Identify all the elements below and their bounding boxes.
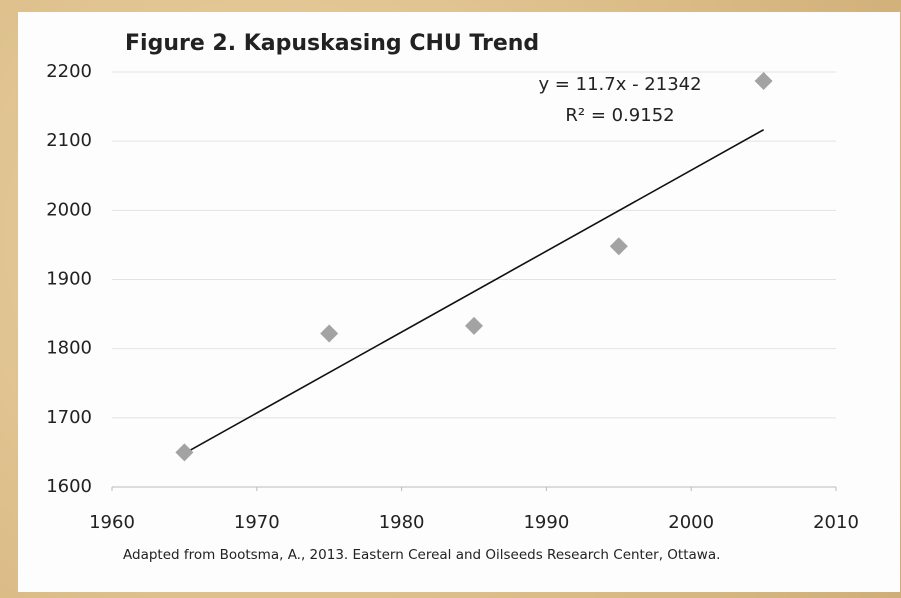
y-tick-label: 1700 bbox=[46, 407, 92, 428]
data-point bbox=[465, 316, 483, 335]
x-tick-label: 1980 bbox=[379, 512, 425, 533]
x-tick-label: 1960 bbox=[89, 512, 135, 533]
data-point bbox=[175, 443, 194, 462]
y-tick-label: 2000 bbox=[46, 199, 92, 220]
source-note: Adapted from Bootsma, A., 2013. Eastern … bbox=[123, 547, 720, 563]
x-tick-label: 1970 bbox=[234, 512, 280, 533]
x-tick-label: 1990 bbox=[523, 512, 569, 533]
x-tick-label: 2010 bbox=[813, 512, 859, 533]
chart-title: Figure 2. Kapuskasing CHU Trend bbox=[125, 31, 539, 56]
x-tick-label: 2000 bbox=[668, 512, 714, 533]
data-point bbox=[754, 71, 773, 90]
trendline bbox=[184, 129, 764, 455]
y-tick-label: 1800 bbox=[46, 338, 92, 359]
data-point bbox=[320, 324, 339, 343]
chart-panel bbox=[18, 12, 900, 592]
y-tick-label: 2100 bbox=[46, 130, 92, 151]
y-tick-label: 1900 bbox=[46, 269, 92, 290]
data-point bbox=[609, 237, 628, 256]
trend-r-squared: R² = 0.9152 bbox=[565, 105, 674, 126]
y-tick-label: 2200 bbox=[46, 61, 92, 82]
trend-equation: y = 11.7x - 21342 bbox=[538, 74, 701, 95]
y-tick-label: 1600 bbox=[46, 476, 92, 497]
